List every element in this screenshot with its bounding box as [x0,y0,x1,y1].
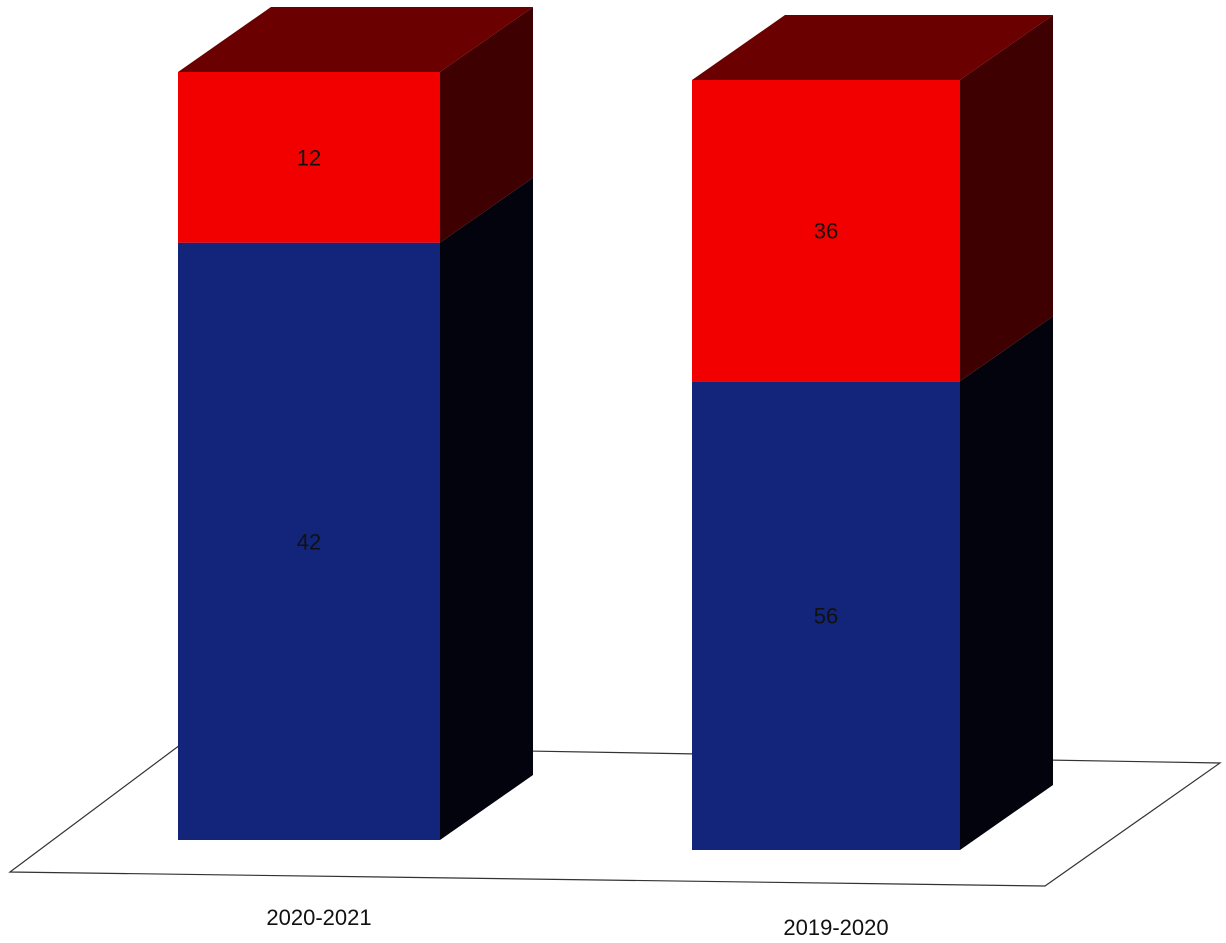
data-label: 56 [814,604,838,629]
category-label: 2019-2020 [783,915,888,940]
bar-segment-front [692,80,960,382]
category-labels: 2020-2021 2019-2020 [266,905,888,940]
bar-top-face [178,7,533,72]
data-label: 36 [814,219,838,244]
bar-top-face [692,15,1053,80]
bar-segment-front [178,242,440,840]
bar-segment-side [440,177,533,840]
category-label: 2020-2021 [266,905,371,930]
bar-segment-side [440,7,533,243]
bar-segment-side [960,316,1053,851]
floor-outline [8,744,1222,887]
bar-segment-side [960,15,1053,382]
bar-segment-front [692,381,960,850]
data-label: 42 [297,529,321,554]
chart-floor [8,744,1222,887]
data-label: 12 [297,145,321,170]
value-labels: 42 12 56 36 [297,145,838,628]
bars [178,7,1053,851]
bar-segment-front [178,72,440,243]
